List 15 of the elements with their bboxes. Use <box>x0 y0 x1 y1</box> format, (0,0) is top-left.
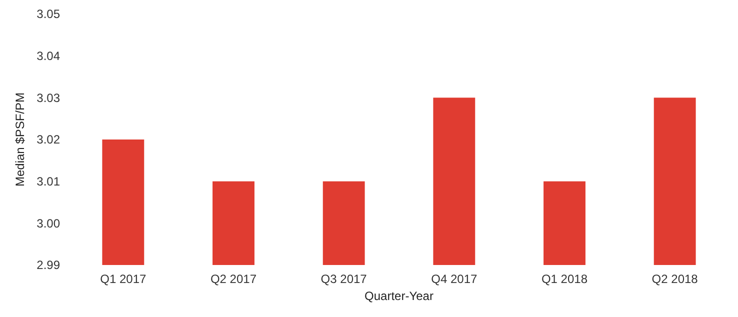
y-tick-label: 3.04 <box>36 49 60 64</box>
x-tick-label: Q1 2018 <box>541 272 588 286</box>
y-tick-label: 2.99 <box>36 258 60 272</box>
x-tick-label: Q4 2017 <box>431 272 478 286</box>
y-tick-label: 3.00 <box>36 216 60 230</box>
y-tick-label: 3.01 <box>36 174 60 189</box>
y-tick-label: 3.03 <box>36 90 60 105</box>
x-tick-label: Q1 2017 <box>100 272 147 286</box>
x-tick-label: Q3 2017 <box>320 272 368 286</box>
y-tick-label: 3.05 <box>36 7 60 22</box>
x-axis-title: Quarter-Year <box>364 289 434 303</box>
x-tick-label: Q2 2017 <box>210 272 257 286</box>
y-tick-label: 3.02 <box>36 132 60 147</box>
x-tick-label: Q2 2018 <box>652 272 698 286</box>
y-axis-title: Median $PSF/PM <box>13 92 27 187</box>
